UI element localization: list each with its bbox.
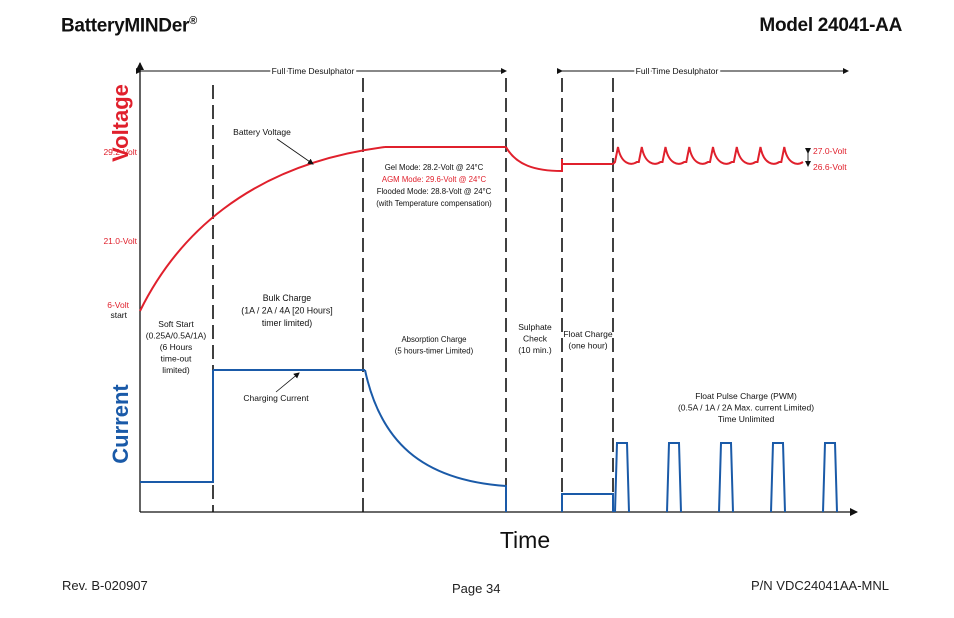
voltage-curve-rise [139, 146, 386, 312]
model-title: Model 24041-AA [759, 15, 902, 36]
soft-start-line: (6 Hours [160, 342, 193, 352]
float-charge-line: (one hour) [568, 341, 607, 351]
sulphate-check-line: (10 min.) [518, 345, 552, 355]
soft-start-line: Soft Start [158, 319, 194, 329]
absorption-charge-line: Absorption Charge [401, 335, 466, 344]
sulphate-check-line: Check [523, 334, 548, 344]
current-soft-start [140, 370, 214, 483]
battery-voltage-label: Battery Voltage [233, 127, 291, 137]
soft-start-line: limited) [162, 365, 190, 375]
part-number: P/N VDC24041AA-MNL [751, 578, 889, 593]
charging-current-label: Charging Current [243, 393, 309, 403]
current-absorption-taper [364, 369, 507, 512]
float-level-high: 27.0-Volt [813, 146, 847, 156]
float-pulse-charge-line: Time Unlimited [718, 414, 775, 424]
temperature-note: Gel Mode: 28.2-Volt @ 24°C AGM Mode: 29.6… [376, 163, 492, 208]
voltage-curve-sulphate-drop [505, 146, 563, 173]
desulphator-label-left: Full Time Desulphator [272, 66, 355, 76]
voltage-level-21-0: 21.0-Volt [103, 236, 137, 246]
phase-label-absorption-charge: Absorption Charge (5 hours-timer Limited) [395, 335, 474, 356]
charging-current-pointer [275, 372, 300, 393]
registered-mark: ® [189, 15, 197, 27]
voltage-axis-title: Voltage [108, 84, 133, 162]
page-number: Page 34 [452, 581, 501, 596]
float-pulse-charge-line: Float Pulse Charge (PWM) [695, 391, 797, 401]
phase-label-float-pulse-charge: Float Pulse Charge (PWM) (0.5A / 1A / 2A … [678, 391, 814, 424]
absorption-charge-line: (5 hours-timer Limited) [395, 347, 474, 356]
voltage-level-6: 6-Volt [107, 300, 129, 310]
temperature-note-line: (with Temperature compensation) [376, 199, 492, 208]
current-float [561, 493, 614, 512]
sulphate-check-line: Sulphate [518, 322, 552, 332]
desulphator-label-right: Full Time Desulphator [636, 66, 719, 76]
current-axis-title: Current [108, 384, 133, 464]
phase-label-soft-start: Soft Start (0.25A/0.5A/1A)(6 Hours time-ou… [146, 319, 207, 375]
battery-voltage-pointer [276, 138, 314, 165]
voltage-level-29-2: 29.2-Volt [103, 147, 137, 157]
bulk-charge-line: (1A / 2A / 4A [20 Hours] [241, 306, 332, 316]
brand-logo: BatteryMINDer® [61, 15, 197, 37]
current-pulses [614, 442, 838, 513]
soft-start-line: (0.25A/0.5A/1A) [146, 331, 207, 341]
time-axis-title: Time [500, 527, 550, 553]
soft-start-line: time-out [161, 354, 192, 364]
temperature-note-line: AGM Mode: 29.6-Volt @ 24°C [382, 175, 487, 184]
phase-label-float-charge: Float Charge (one hour) [563, 329, 612, 351]
float-pulse-charge-line: (0.5A / 1A / 2A Max. current Limited) [678, 403, 814, 413]
temperature-note-line: Flooded Mode: 28.8-Volt @ 24°C [377, 187, 492, 196]
temperature-note-line: Gel Mode: 28.2-Volt @ 24°C [385, 163, 484, 172]
revision-label: Rev. B-020907 [62, 578, 148, 593]
bulk-charge-line: Bulk Charge [263, 293, 312, 303]
brand-name: BatteryMINDer [61, 15, 190, 37]
phase-label-sulphate-check: Sulphate Check(10 min.) [518, 322, 552, 355]
float-charge-line: Float Charge [563, 329, 612, 339]
phase-label-bulk-charge: Bulk Charge (1A / 2A / 4A [20 Hours] timer… [241, 293, 332, 328]
voltage-level-start: start [110, 310, 127, 320]
bulk-charge-line: timer limited) [262, 318, 312, 328]
float-level-low: 26.6-Volt [813, 162, 847, 172]
voltage-curve-float-pulse [612, 146, 804, 165]
